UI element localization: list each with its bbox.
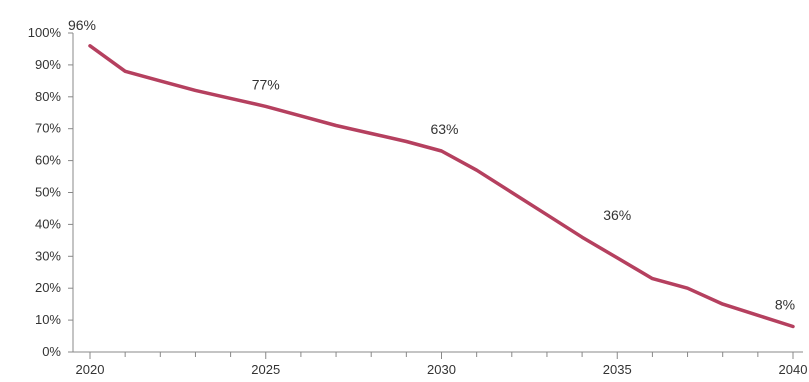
x-tick-label: 2020 [76, 362, 105, 377]
x-tick-label: 2035 [603, 362, 632, 377]
y-tick-label: 80% [35, 89, 61, 104]
data-label-group: 96% 77% 63% 36% 8% [68, 17, 795, 313]
data-label: 96% [68, 17, 96, 33]
x-tick-label: 2030 [427, 362, 456, 377]
data-label: 77% [252, 76, 280, 92]
x-tick-label: 2025 [251, 362, 280, 377]
x-tick-label: 2040 [779, 362, 808, 377]
series-line [90, 46, 793, 327]
y-tick-label: 70% [35, 121, 61, 136]
y-tick-label: 60% [35, 153, 61, 168]
y-tick-label: 50% [35, 185, 61, 200]
data-label: 36% [603, 207, 631, 223]
y-tick-label: 20% [35, 280, 61, 295]
series-group [90, 46, 793, 327]
data-label: 63% [430, 121, 458, 137]
y-tick-label: 90% [35, 57, 61, 72]
y-tick-label: 0% [42, 344, 61, 359]
axes [73, 33, 803, 352]
y-tick-label: 40% [35, 216, 61, 231]
y-tick-label: 30% [35, 248, 61, 263]
y-tick-label: 10% [35, 312, 61, 327]
y-tick-label: 100% [28, 25, 62, 40]
data-label: 8% [775, 296, 795, 312]
